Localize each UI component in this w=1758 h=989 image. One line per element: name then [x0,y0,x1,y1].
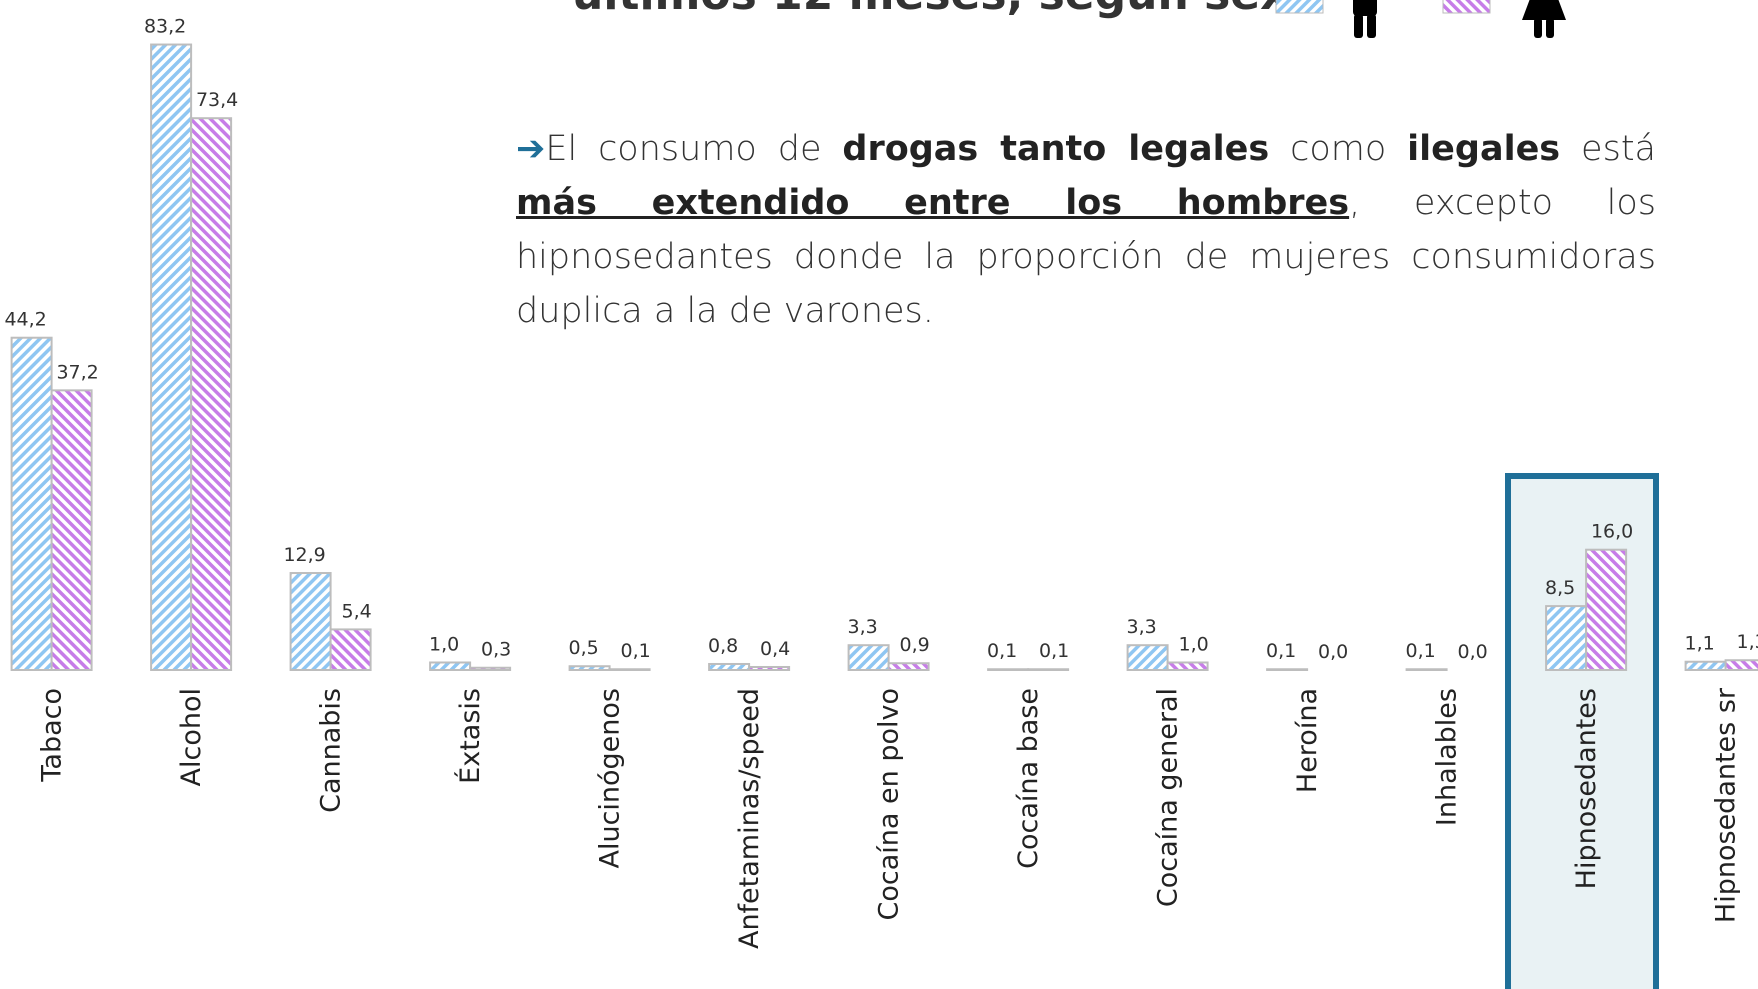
value-label: 37,2 [56,361,98,383]
bar [1027,668,1070,671]
highlight-box [1505,473,1659,989]
x-tick-label: Inhalables [1432,688,1463,826]
bar [1724,659,1758,671]
value-label: 0,1 [1039,640,1069,662]
bar [847,644,890,672]
value-label: 0,0 [1318,641,1348,663]
bar [608,668,651,671]
value-label: 0,1 [1266,640,1296,662]
female-icon [1522,0,1566,38]
bar [190,117,233,671]
bar [150,43,193,672]
value-label: 8,5 [1545,577,1575,599]
male-icon [1353,0,1377,38]
value-label: 83,2 [144,16,186,38]
value-label: 0,1 [1405,640,1435,662]
bar [329,628,372,672]
x-tick-label: Cocaína en polvo [874,688,905,920]
annotation-segment: está [1560,129,1656,169]
x-tick-label: Cocaína general [1153,688,1184,907]
annotation-segment: drogas tanto legales [842,129,1270,169]
x-tick-label: Hipnosedantes sr [1711,687,1742,923]
value-label: 5,4 [341,600,371,622]
annotation: ➔El consumo de drogas tanto legales como… [516,122,1656,338]
annotation-segment: más extendido entre los hombres [516,183,1350,223]
x-tick-label: Cannabis [316,688,347,813]
bar [1684,660,1727,672]
value-label: 0,1 [987,640,1017,662]
value-label: 3,3 [1126,616,1156,638]
value-label: 1,3 [1736,631,1758,653]
value-label: 44,2 [4,309,46,331]
bar [1266,668,1309,671]
bar [568,665,611,671]
bar [10,336,53,671]
x-tick-label: Alucinógenos [595,688,626,869]
x-tick-label: Heroína [1292,688,1323,793]
annotation-segment: como [1269,129,1408,169]
bar [289,572,332,671]
value-label: 0,0 [1457,641,1487,663]
x-tick-label: Alcohol [176,688,207,786]
bar [469,666,512,671]
value-label: 12,9 [283,544,325,566]
bar [1405,668,1448,671]
value-label: 0,5 [568,637,598,659]
annotation-segment: , excepto los hipnosedantes donde la pro… [516,183,1656,331]
bar [50,389,93,671]
x-tick-label: Tabaco [37,688,68,783]
x-tick-label: Anfetaminas/speed [734,688,765,949]
bar [1585,548,1628,672]
bar [748,665,791,671]
bar [1166,661,1209,672]
value-label: 1,0 [1178,633,1208,655]
legend-swatch [1275,0,1324,14]
chart-title: últimos 12 meses, según sexo [572,0,1319,20]
bar [1126,644,1169,672]
value-label: 0,4 [760,638,790,660]
value-label: 1,0 [429,633,459,655]
x-tick-label: Éxtasis [454,688,486,784]
value-label: 0,1 [620,640,650,662]
bar [987,668,1030,671]
bar [1545,605,1588,671]
bar [708,662,751,672]
value-label: 0,3 [481,639,511,661]
value-label: 0,8 [708,635,738,657]
value-label: 1,1 [1684,633,1714,655]
value-label: 0,9 [899,634,929,656]
annotation-segment: ilegales [1407,129,1561,169]
value-label: 73,4 [196,89,238,111]
value-label: 3,3 [847,616,877,638]
annotation-segment: El consumo de [545,129,843,169]
bar [429,661,472,672]
legend-swatch [1442,0,1491,14]
bar [887,662,930,672]
value-label: 16,0 [1591,521,1633,543]
annotation-segment: ➔ [516,129,546,169]
x-tick-label: Cocaína base [1013,688,1044,869]
x-tick-label: Hipnosedantes [1571,688,1602,889]
